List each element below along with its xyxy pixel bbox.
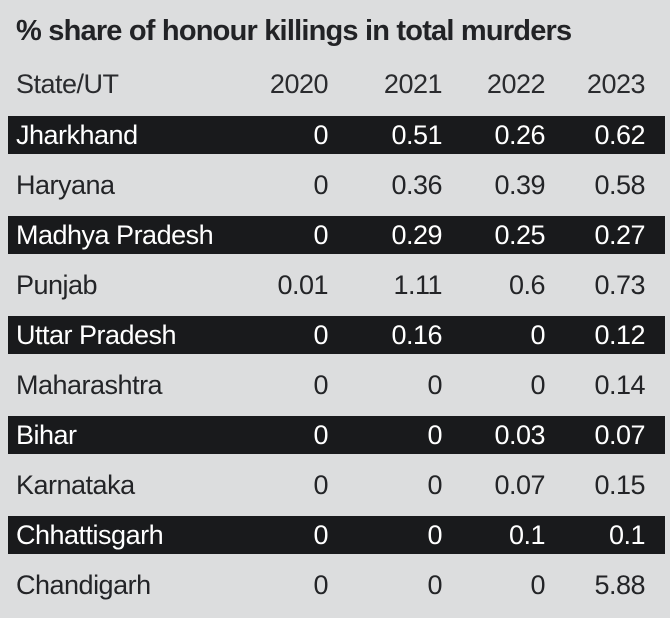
value-cell-2020: 0 (313, 419, 328, 450)
value-cell-2020: 0.01 (277, 269, 328, 300)
value-cell-2020: 0 (313, 119, 328, 150)
value-cell-2023: 0.07 (594, 419, 645, 450)
value-cell-2022: 0.25 (494, 219, 545, 250)
highlight-row-bar (8, 516, 665, 554)
table-row-content: Punjab 0.01 1.11 0.6 0.73 (0, 260, 670, 310)
value-cell-2022: 0.6 (508, 269, 546, 300)
value-cell-2023: 0.1 (608, 519, 646, 550)
state-name-cell: Bihar (16, 419, 77, 450)
state-name-cell: Chhattisgarh (16, 519, 164, 550)
state-name-cell: Chandigarh (16, 569, 151, 600)
value-cell-2020: 0 (313, 369, 328, 400)
value-cell-2021: 0.29 (391, 219, 442, 250)
highlight-row-bar (8, 316, 665, 354)
table-row: Punjab 0.01 1.11 0.6 0.73 (0, 260, 670, 310)
table-row-content: Chhattisgarh 0 0 0.1 0.1 (0, 510, 670, 560)
table-row-content: Madhya Pradesh 0 0.29 0.25 0.27 (0, 210, 670, 260)
state-name-cell: Punjab (16, 269, 98, 300)
table-row-content: Maharashtra 0 0 0 0.14 (0, 360, 670, 410)
value-cell-2022: 0.26 (494, 119, 545, 150)
state-name-cell: Jharkhand (16, 119, 138, 150)
chart-title: % share of honour killings in total murd… (16, 15, 572, 47)
value-cell-2023: 0.58 (594, 169, 645, 200)
value-cell-2020: 0 (313, 319, 328, 350)
value-cell-2020: 0 (313, 219, 328, 250)
value-cell-2023: 0.12 (594, 319, 645, 350)
table-row-content: Bihar 0 0 0.03 0.07 (0, 410, 670, 460)
table-row: Chhattisgarh 0 0 0.1 0.1 (0, 510, 670, 560)
value-cell-2021: 0.36 (391, 169, 442, 200)
highlight-row-bar (8, 216, 665, 254)
state-name-cell: Uttar Pradesh (16, 319, 177, 350)
value-cell-2023: 0.15 (594, 469, 645, 500)
table-row-content: Uttar Pradesh 0 0.16 0 0.12 (0, 310, 670, 360)
value-cell-2023: 0.62 (594, 119, 645, 150)
state-name-cell: Maharashtra (16, 369, 163, 400)
state-name-cell: Madhya Pradesh (16, 219, 214, 250)
table-header-row: State/UT 2020 2021 2022 2023 (0, 58, 670, 110)
column-header-2023: 2023 (586, 68, 646, 99)
state-name-cell: Karnataka (16, 469, 135, 500)
table-body: Jharkhand 0 0.51 0.26 0.62 Haryana 0 0.36 0.39 0.… (0, 110, 670, 610)
table-row: Jharkhand 0 0.51 0.26 0.62 (0, 110, 670, 160)
table-row: Karnataka 0 0 0.07 0.15 (0, 460, 670, 510)
column-header-state: State/UT (16, 68, 119, 99)
value-cell-2021: 0 (427, 419, 442, 450)
table-row: Chandigarh 0 0 0 5.88 (0, 560, 670, 610)
value-cell-2023: 5.88 (594, 569, 645, 600)
table-row-content: Jharkhand 0 0.51 0.26 0.62 (0, 110, 670, 160)
table-row: Madhya Pradesh 0 0.29 0.25 0.27 (0, 210, 670, 260)
column-header-2022: 2022 (486, 68, 546, 99)
value-cell-2021: 0 (427, 569, 442, 600)
column-header-2020: 2020 (269, 68, 329, 99)
value-cell-2022: 0.1 (508, 519, 546, 550)
highlight-row-bar (8, 116, 665, 154)
table-row-content: Karnataka 0 0 0.07 0.15 (0, 460, 670, 510)
table-row: Bihar 0 0 0.03 0.07 (0, 410, 670, 460)
value-cell-2023: 0.73 (594, 269, 645, 300)
state-name-cell: Haryana (16, 169, 115, 200)
table-row-content: Chandigarh 0 0 0 5.88 (0, 560, 670, 610)
value-cell-2021: 0 (427, 519, 442, 550)
value-cell-2022: 0.39 (494, 169, 545, 200)
value-cell-2023: 0.27 (594, 219, 645, 250)
table-row: Maharashtra 0 0 0 0.14 (0, 360, 670, 410)
value-cell-2020: 0 (313, 469, 328, 500)
value-cell-2021: 0 (427, 469, 442, 500)
table-row: Haryana 0 0.36 0.39 0.58 (0, 160, 670, 210)
value-cell-2023: 0.14 (594, 369, 645, 400)
value-cell-2020: 0 (313, 569, 328, 600)
value-cell-2022: 0 (530, 319, 545, 350)
value-cell-2021: 0.16 (391, 319, 442, 350)
value-cell-2022: 0.03 (494, 419, 545, 450)
value-cell-2021: 0 (427, 369, 442, 400)
column-header-2021: 2021 (383, 68, 443, 99)
highlight-row-bar (8, 416, 665, 454)
value-cell-2022: 0 (530, 569, 545, 600)
value-cell-2022: 0 (530, 369, 545, 400)
value-cell-2021: 0.51 (391, 119, 442, 150)
value-cell-2020: 0 (313, 169, 328, 200)
table-row: Uttar Pradesh 0 0.16 0 0.12 (0, 310, 670, 360)
value-cell-2022: 0.07 (494, 469, 545, 500)
value-cell-2021: 1.11 (393, 269, 442, 300)
table-row-content: Haryana 0 0.36 0.39 0.58 (0, 160, 670, 210)
value-cell-2020: 0 (313, 519, 328, 550)
